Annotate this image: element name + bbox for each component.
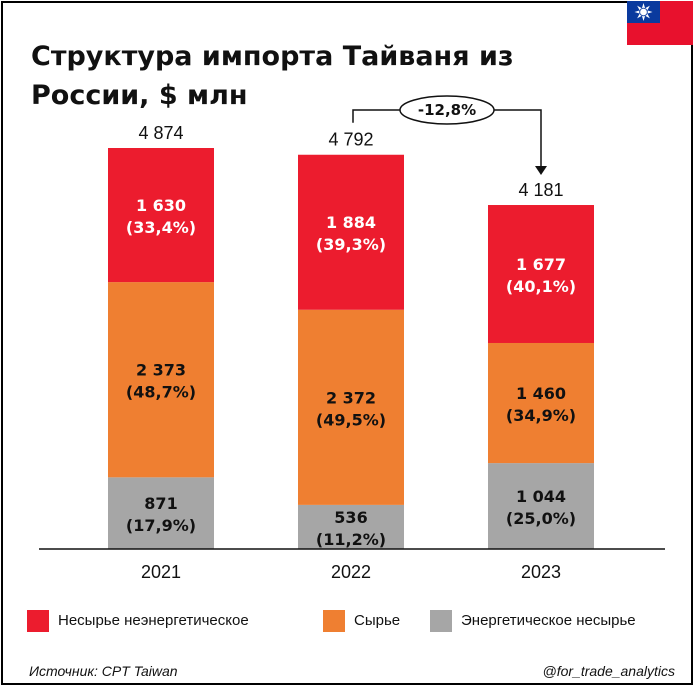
share-label-2022-2: (39,3%) xyxy=(316,235,386,254)
bar-segment-2023-1 xyxy=(488,342,594,464)
bar-segment-2022-2 xyxy=(298,154,404,310)
stacked-bar-chart: 871 (17,9%) 2 373 (48,7%) 1 630 (33,4%) 4 874 2… xyxy=(39,95,665,582)
legend-label-non-raw: Несырье неэнергетическое xyxy=(58,612,249,629)
legend-swatch-gray xyxy=(430,610,452,632)
value-label-2023-0: 1 044 xyxy=(516,487,566,506)
value-label-2021-0: 871 xyxy=(144,494,177,513)
x-tick-2022: 2022 xyxy=(331,562,371,582)
author-handle: @for_trade_analytics xyxy=(542,663,675,679)
value-label-2021-2: 1 630 xyxy=(136,196,186,215)
value-label-2022-1: 2 372 xyxy=(326,388,376,407)
bar-segment-2022-0 xyxy=(298,504,404,549)
total-label-2022: 4 792 xyxy=(328,130,373,150)
share-label-2022-1: (49,5%) xyxy=(316,410,386,429)
value-label-2021-1: 2 373 xyxy=(136,361,186,380)
bar-segment-2023-0 xyxy=(488,463,594,549)
value-label-2022-2: 1 884 xyxy=(326,213,376,232)
bar-segment-2021-2 xyxy=(108,148,214,283)
source-note: Источник: CPT Taiwan xyxy=(29,663,178,679)
chart-frame: Структура импорта Тайваня из России, $ м… xyxy=(1,1,693,685)
value-label-2022-0: 536 xyxy=(334,508,367,527)
value-label-2023-2: 1 677 xyxy=(516,255,566,274)
share-label-2021-2: (33,4%) xyxy=(126,218,196,237)
change-label: -12,8% xyxy=(418,101,476,119)
value-label-2023-1: 1 460 xyxy=(516,384,566,403)
taiwan-flag-icon xyxy=(627,1,693,45)
legend-swatch-orange xyxy=(323,610,345,632)
share-label-2023-2: (40,1%) xyxy=(506,277,576,296)
x-tick-2021: 2021 xyxy=(141,562,181,582)
total-label-2021: 4 874 xyxy=(138,123,183,143)
share-label-2023-0: (25,0%) xyxy=(506,509,576,528)
share-label-2022-0: (11,2%) xyxy=(316,530,386,549)
legend-label-energy: Энергетическое несырье xyxy=(461,612,636,629)
bar-segment-2021-1 xyxy=(108,282,214,478)
bar-segment-2022-1 xyxy=(298,309,404,505)
change-arrowhead xyxy=(535,166,547,176)
share-label-2021-0: (17,9%) xyxy=(126,516,196,535)
bar-segment-2023-2 xyxy=(488,205,594,343)
bar-segment-2021-0 xyxy=(108,477,214,549)
legend-label-raw: Сырье xyxy=(354,612,401,629)
change-badge xyxy=(399,95,495,125)
total-label-2023: 4 181 xyxy=(518,180,563,200)
share-label-2021-1: (48,7%) xyxy=(126,383,196,402)
legend-swatch-red xyxy=(27,610,49,632)
chart-title: Структура импорта Тайваня из России, $ м… xyxy=(31,41,514,111)
x-tick-2023: 2023 xyxy=(521,562,561,582)
share-label-2023-1: (34,9%) xyxy=(506,406,576,425)
